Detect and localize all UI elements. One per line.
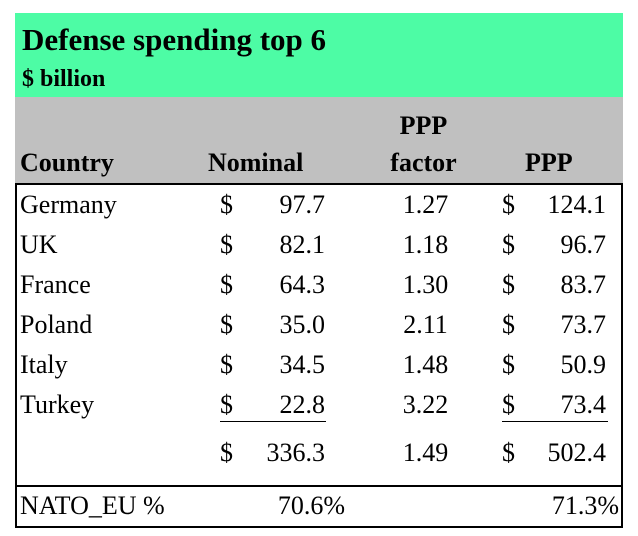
total-ppp-currency: $ xyxy=(502,438,515,467)
header-ppp-factor-line1: PPP xyxy=(399,111,448,140)
cell-nominal-currency: $ xyxy=(220,270,233,299)
header-ppp: PPP xyxy=(525,148,573,177)
cell-ppp: 124.1 xyxy=(547,190,607,219)
cell-nominal: 35.0 xyxy=(279,310,326,339)
cell-nominal: 64.3 xyxy=(279,270,326,299)
nato-eu-label: NATO_EU % xyxy=(20,491,165,520)
table-row: Germany $ 97.7 1.27 $ 124.1 xyxy=(17,185,621,225)
nato-eu-nominal-percent: 70.6% xyxy=(277,491,345,520)
total-nominal-currency: $ xyxy=(220,438,233,467)
cell-ppp-factor: 1.48 xyxy=(402,350,449,379)
cell-nominal-currency: $ xyxy=(220,350,233,379)
total-row: $ 336.3 1.49 $ 502.4 xyxy=(17,433,621,473)
cell-ppp: 73.4 xyxy=(560,390,607,419)
nato-eu-ppp-percent: 71.3% xyxy=(551,491,619,520)
column-header-band: Country Nominal PPP factor PPP xyxy=(15,97,623,183)
data-body: Germany $ 97.7 1.27 $ 124.1 UK $ 82.1 1.… xyxy=(15,183,623,487)
cell-nominal: 22.8 xyxy=(279,390,326,419)
cell-ppp-factor: 1.27 xyxy=(402,190,449,219)
cell-ppp-factor: 2.11 xyxy=(403,310,448,339)
cell-ppp-factor: 1.30 xyxy=(402,270,449,299)
header-nominal: Nominal xyxy=(208,148,304,177)
cell-nominal-currency: $ xyxy=(220,390,233,419)
cell-ppp: 96.7 xyxy=(560,230,607,259)
table-title: Defense spending top 6 xyxy=(22,22,327,57)
nato-eu-row: NATO_EU % 70.6% 71.3% xyxy=(15,487,623,528)
cell-nominal-currency: $ xyxy=(220,190,233,219)
cell-country: Turkey xyxy=(20,390,95,419)
cell-nominal: 82.1 xyxy=(279,230,326,259)
header-country: Country xyxy=(20,148,114,177)
cell-ppp-factor: 1.18 xyxy=(402,230,449,259)
table-row: Poland $ 35.0 2.11 $ 73.7 xyxy=(17,305,621,345)
cell-ppp-factor: 3.22 xyxy=(402,390,449,419)
cell-country: UK xyxy=(20,230,58,259)
cell-ppp-currency: $ xyxy=(502,310,515,339)
cell-country: Germany xyxy=(20,190,117,219)
cell-nominal-currency: $ xyxy=(220,310,233,339)
cell-ppp-currency: $ xyxy=(502,350,515,379)
title-band: Defense spending top 6 $ billion xyxy=(15,13,623,97)
cell-country: France xyxy=(20,270,91,299)
subtotal-underline-nominal xyxy=(220,421,326,422)
cell-ppp: 50.9 xyxy=(560,350,607,379)
cell-ppp: 83.7 xyxy=(560,270,607,299)
subtotal-underline-ppp xyxy=(502,421,608,422)
cell-ppp-currency: $ xyxy=(502,230,515,259)
cell-country: Poland xyxy=(20,310,93,339)
cell-nominal-currency: $ xyxy=(220,230,233,259)
cell-ppp-currency: $ xyxy=(502,390,515,419)
total-nominal: 336.3 xyxy=(266,438,326,467)
table-row: Turkey $ 22.8 3.22 $ 73.4 xyxy=(17,385,621,425)
table-row: UK $ 82.1 1.18 $ 96.7 xyxy=(17,225,621,265)
table-row: Italy $ 34.5 1.48 $ 50.9 xyxy=(17,345,621,385)
cell-country: Italy xyxy=(20,350,68,379)
cell-ppp-currency: $ xyxy=(502,190,515,219)
table-subtitle: $ billion xyxy=(22,66,106,92)
cell-nominal: 34.5 xyxy=(279,350,326,379)
cell-nominal: 97.7 xyxy=(279,190,326,219)
total-ppp: 502.4 xyxy=(547,438,607,467)
spreadsheet-table: Defense spending top 6 $ billion Country… xyxy=(15,13,623,528)
total-ppp-factor: 1.49 xyxy=(402,438,449,467)
cell-ppp: 73.7 xyxy=(560,310,607,339)
table-row: France $ 64.3 1.30 $ 83.7 xyxy=(17,265,621,305)
cell-ppp-currency: $ xyxy=(502,270,515,299)
header-ppp-factor-line2: factor xyxy=(390,148,457,177)
